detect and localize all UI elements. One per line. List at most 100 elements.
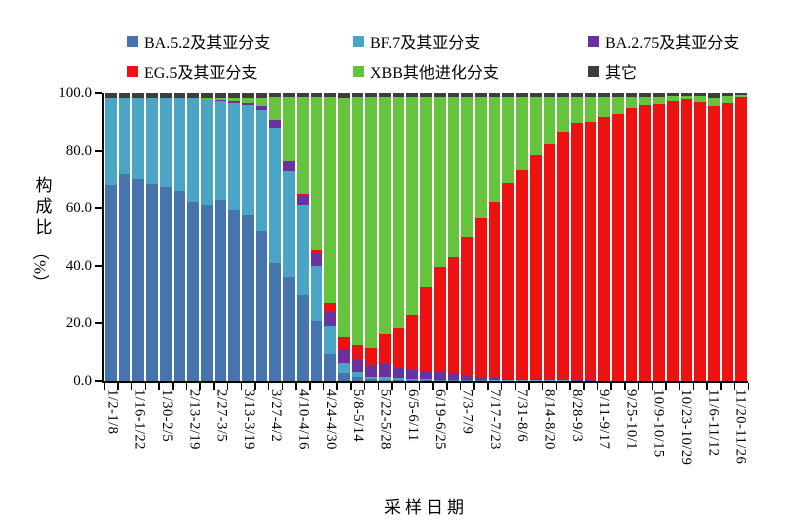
- stacked-bar-week-21: [379, 93, 391, 381]
- x-axis-tick: [377, 383, 380, 390]
- stacked-bar-week-39: [625, 93, 638, 381]
- bar-segment: [173, 190, 186, 381]
- x-axis-tick: [295, 383, 297, 390]
- x-tick-label: 10/23-10/29: [678, 389, 695, 466]
- y-axis-tick: [95, 380, 102, 382]
- stacked-bar-week-30: [502, 93, 515, 381]
- bar-segment: [214, 99, 227, 101]
- stacked-bar-week-26: [447, 93, 460, 381]
- stacked-bar-week-24: [420, 93, 432, 381]
- x-axis-tick: [226, 383, 229, 390]
- x-tick-label: 1/2-1/8: [104, 389, 121, 435]
- bar-segment: [461, 375, 473, 380]
- stacked-bar-week-47: [735, 93, 748, 381]
- bar-segment: [447, 380, 460, 381]
- bar-segment: [420, 97, 432, 287]
- bar-segment: [324, 303, 336, 312]
- bar-segment: [557, 97, 569, 132]
- x-axis-tick: [144, 383, 147, 390]
- x-tick-label: 9/11-9/17: [596, 389, 613, 450]
- stacked-bar-week-32: [529, 93, 542, 381]
- stacked-bar-week-42: [666, 93, 679, 381]
- bar-segment: [365, 365, 378, 377]
- bar-segment: [365, 379, 378, 381]
- bar-segment: [557, 379, 569, 381]
- bar-segment: [447, 93, 460, 98]
- plot-area: 1/2-1/8 1/16-1/22 1/30-2/5 2/13-2/19 2/27-3/…: [58, 85, 749, 465]
- x-tick-label: 7/3-7/9: [459, 389, 476, 435]
- bar-segment: [159, 97, 172, 187]
- bar-segment: [379, 333, 391, 364]
- x-axis-tick: [514, 383, 517, 390]
- stacked-bar-week-13: [269, 93, 282, 381]
- bar-segment: [310, 320, 323, 381]
- stacked-bar-week-40: [639, 93, 652, 381]
- bar-segment: [269, 120, 282, 128]
- bar-segment: [598, 97, 611, 118]
- bar-segment: [612, 114, 624, 381]
- stacked-bar-week-28: [474, 93, 487, 381]
- x-axis-tick: [309, 383, 311, 390]
- bar-segment: [570, 93, 583, 98]
- bar-segment: [598, 93, 611, 98]
- bar-segment: [242, 97, 254, 104]
- stacked-bar-week-15: [296, 93, 309, 381]
- bar-segment: [173, 97, 186, 191]
- bar-segment: [392, 93, 405, 98]
- stacked-bar-week-35: [570, 93, 583, 381]
- y-axis-tick: [95, 149, 102, 152]
- bar-segment: [721, 103, 734, 381]
- legend-item: BA.2.75及其亚分支: [588, 29, 739, 53]
- x-axis-tick: [363, 383, 366, 390]
- x-axis-tick: [281, 383, 284, 390]
- bar-segment: [187, 97, 199, 203]
- bar-segment: [584, 93, 597, 98]
- x-axis-tick: [692, 383, 695, 390]
- bar-segment: [324, 97, 336, 304]
- x-tick-label: 7/31-8/6: [514, 389, 531, 443]
- bar-segment: [324, 93, 336, 98]
- stacked-bar-week-22: [392, 93, 405, 381]
- bar-segment: [132, 97, 145, 180]
- y-axis-title: 构成比 （%）: [24, 176, 60, 291]
- bar-segment: [516, 97, 528, 170]
- x-tick-label: 4/24-4/30: [322, 389, 339, 450]
- stacked-bar-week-43: [680, 93, 693, 381]
- x-axis-line: [102, 381, 748, 383]
- x-axis-tick: [610, 383, 612, 390]
- bar-segment: [502, 93, 515, 98]
- bar-segment: [242, 215, 254, 381]
- stacked-bar-week-44: [694, 93, 706, 381]
- bar-segment: [200, 99, 213, 206]
- bar-segment: [488, 378, 501, 381]
- bar-segment: [433, 93, 446, 98]
- bar-segment: [406, 93, 419, 98]
- bar-segment: [474, 97, 487, 219]
- x-axis-tick: [350, 383, 352, 390]
- y-tick-label: 100.0: [58, 85, 92, 101]
- bar-segment: [132, 93, 145, 98]
- bar-segment: [639, 105, 652, 381]
- bar-segment: [488, 97, 501, 202]
- x-axis-tick: [733, 383, 736, 390]
- bar-segment: [433, 379, 446, 381]
- stacked-bar-week-5: [159, 93, 172, 381]
- x-axis-tick: [117, 383, 119, 390]
- legend-swatch-icon: [588, 65, 599, 77]
- bar-segment: [474, 379, 487, 381]
- bar-segment: [214, 97, 227, 100]
- x-axis-tick: [747, 383, 749, 390]
- bar-segment: [529, 380, 542, 381]
- x-axis-tick: [322, 383, 325, 390]
- bar-segment: [406, 97, 419, 315]
- bar-segment: [118, 93, 131, 98]
- bar-segment: [296, 195, 309, 206]
- bar-segment: [653, 93, 665, 97]
- bar-segment: [406, 314, 419, 370]
- stacked-bar-week-16: [310, 93, 323, 381]
- bar-segment: [337, 97, 350, 337]
- x-axis-tick: [555, 383, 558, 390]
- stacked-bar-week-23: [406, 93, 419, 381]
- bar-segment: [337, 93, 350, 98]
